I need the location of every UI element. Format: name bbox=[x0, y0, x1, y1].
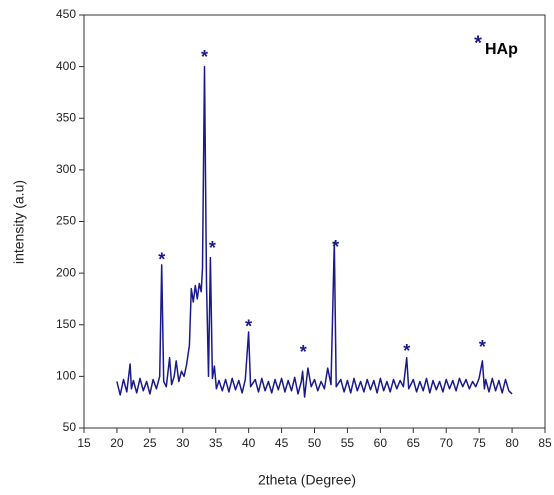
x-tick-label: 80 bbox=[505, 436, 519, 450]
x-tick-label: 45 bbox=[275, 436, 289, 450]
x-tick-label: 75 bbox=[472, 436, 486, 450]
peak-marker: * bbox=[403, 341, 410, 361]
y-tick-label: 300 bbox=[56, 162, 76, 176]
y-tick-label: 250 bbox=[56, 214, 76, 228]
peak-marker: * bbox=[201, 47, 208, 67]
x-tick-label: 60 bbox=[374, 436, 388, 450]
x-tick-label: 55 bbox=[341, 436, 355, 450]
x-tick-label: 20 bbox=[110, 436, 124, 450]
x-tick-label: 40 bbox=[242, 436, 256, 450]
x-tick-label: 65 bbox=[407, 436, 421, 450]
peak-marker: * bbox=[300, 342, 307, 362]
y-tick-label: 350 bbox=[56, 110, 76, 124]
x-tick-label: 35 bbox=[209, 436, 223, 450]
y-tick-label: 400 bbox=[56, 59, 76, 73]
plot-frame bbox=[83, 14, 546, 429]
peak-marker: * bbox=[332, 237, 339, 257]
x-tick-label: 25 bbox=[143, 436, 157, 450]
x-tick-label: 70 bbox=[440, 436, 454, 450]
y-tick-label: 50 bbox=[63, 420, 77, 434]
peak-marker: * bbox=[209, 238, 216, 258]
y-tick-label: 150 bbox=[56, 317, 76, 331]
x-tick-label: 50 bbox=[308, 436, 322, 450]
peak-marker: * bbox=[245, 316, 252, 336]
y-axis-label: intensity (a.u) bbox=[11, 180, 27, 264]
peak-marker: * bbox=[479, 337, 486, 357]
legend-symbol: * bbox=[474, 32, 482, 54]
x-tick-label: 85 bbox=[538, 436, 552, 450]
legend-label: HAp bbox=[485, 41, 518, 58]
peak-marker: * bbox=[158, 249, 165, 269]
data-line bbox=[116, 65, 513, 398]
y-tick-label: 100 bbox=[56, 369, 76, 383]
x-axis-label: 2theta (Degree) bbox=[258, 472, 356, 488]
y-tick-label: 200 bbox=[56, 265, 76, 279]
x-tick-label: 30 bbox=[176, 436, 190, 450]
y-tick-label: 450 bbox=[56, 7, 76, 21]
x-tick-label: 15 bbox=[77, 436, 91, 450]
